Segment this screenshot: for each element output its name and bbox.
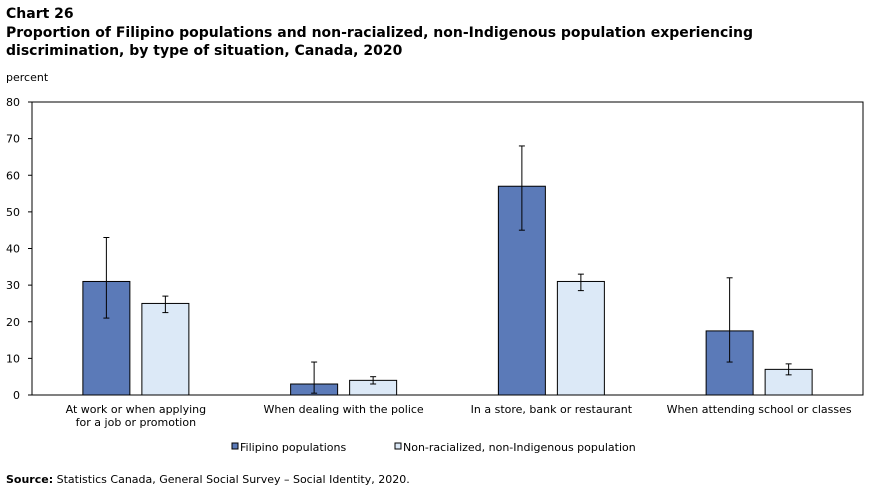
legend-label: Non-racialized, non-Indigenous populatio… <box>403 441 636 454</box>
bar-non-racialized <box>556 280 605 396</box>
category-label-line: for a job or promotion <box>76 416 196 429</box>
y-tick-label: 20 <box>6 316 20 329</box>
y-tick-label: 30 <box>6 279 20 292</box>
y-tick-label: 60 <box>6 169 20 182</box>
source-label: Source: <box>6 473 54 486</box>
y-tick-label: 70 <box>6 133 20 146</box>
category-label-line: In a store, bank or restaurant <box>471 403 633 416</box>
y-tick-label: 0 <box>13 389 20 402</box>
y-tick-label: 40 <box>6 243 20 256</box>
y-axis-unit-label: percent <box>6 71 49 84</box>
bar-chart: 0 10 20 30 40 50 60 70 80 At work or when applyin… <box>6 96 864 454</box>
category-label-line: At work or when applying <box>66 403 207 416</box>
legend-swatch-non-racialized <box>394 442 402 450</box>
category-label: At work or when applying for a job or pro… <box>66 403 207 429</box>
y-tick-label: 10 <box>6 352 20 365</box>
source-note: Source: Statistics Canada, General Socia… <box>6 473 410 486</box>
category-label: When attending school or classes <box>667 403 852 416</box>
chart-title: Proportion of Filipino populations and n… <box>6 25 754 59</box>
legend-swatch-filipino <box>231 442 239 450</box>
y-tick-label: 80 <box>6 96 20 109</box>
category-label: In a store, bank or restaurant <box>471 403 633 416</box>
category-label-line: When attending school or classes <box>667 403 852 416</box>
y-tick-label: 50 <box>6 206 20 219</box>
chart-number: Chart 26 <box>6 6 74 22</box>
source-text: Statistics Canada, General Social Survey… <box>56 473 410 486</box>
bar-non-racialized <box>141 302 190 396</box>
category-label-line: When dealing with the police <box>264 403 424 416</box>
legend-label: Filipino populations <box>240 441 346 454</box>
category-label: When dealing with the police <box>264 403 424 416</box>
